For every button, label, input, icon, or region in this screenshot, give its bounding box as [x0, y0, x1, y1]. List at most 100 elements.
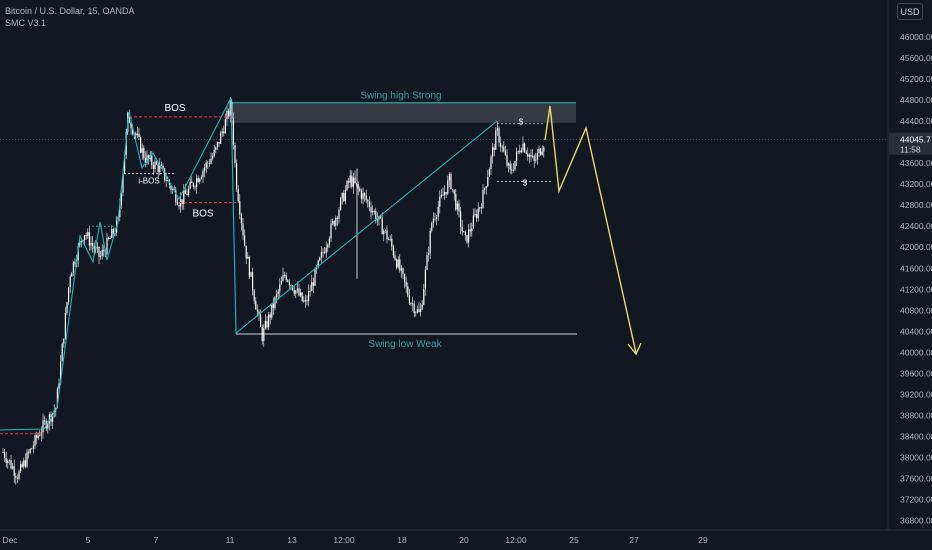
candle-body	[341, 192, 343, 199]
price-axis[interactable]: 36800.00 37200.00 37600.00 38000.00 38400.00…	[900, 32, 932, 525]
candle-body	[322, 252, 324, 253]
candle-body	[130, 123, 132, 129]
candle-body	[527, 153, 529, 157]
candle-body	[52, 413, 54, 422]
current-price-value: 44045.7	[900, 135, 931, 145]
candle-body	[21, 463, 23, 467]
candle-body	[183, 190, 185, 204]
candle-body	[514, 160, 516, 170]
time-tick-label: 27	[629, 535, 639, 545]
candle-body	[335, 217, 337, 226]
candle-body	[92, 242, 94, 247]
candle-body	[445, 192, 447, 194]
indicator-name[interactable]: SMC V3.1	[5, 18, 47, 28]
currency-button[interactable]: USD	[897, 3, 923, 20]
candle-body	[90, 242, 92, 246]
candle-body	[181, 199, 183, 204]
candle-body	[144, 157, 146, 163]
price-tick-label: 42400.00	[900, 221, 932, 231]
candle-body	[157, 164, 159, 173]
candle-body	[277, 291, 279, 294]
candle-body	[29, 448, 31, 453]
price-tick-label: 43600.00	[900, 158, 932, 168]
candle-body	[533, 156, 535, 161]
candle-body	[4, 452, 6, 459]
candle-body	[221, 131, 223, 134]
price-tick-label: 41200.00	[900, 284, 932, 294]
price-tick-label: 42800.00	[900, 200, 932, 210]
candle-body	[156, 161, 158, 165]
candle-body	[188, 188, 190, 196]
time-tick-label: 12:00	[333, 535, 355, 545]
candle-body	[420, 309, 422, 313]
candle-body	[428, 253, 430, 256]
candle-body	[304, 299, 306, 302]
candle-body	[28, 452, 30, 454]
candle-body	[189, 181, 191, 189]
candle-body	[244, 235, 246, 246]
candle-body	[98, 246, 100, 257]
candle-body	[407, 286, 409, 296]
candle-body	[199, 178, 201, 182]
candle-body	[96, 246, 98, 248]
candle-body	[15, 475, 17, 478]
candle-body	[346, 181, 348, 190]
candle-body	[220, 133, 222, 144]
candle-body	[293, 289, 295, 294]
candle-body	[120, 192, 122, 206]
candle-body	[5, 458, 7, 463]
candle-body	[530, 154, 532, 157]
price-tick-label: 39200.00	[900, 389, 932, 399]
candle-body	[31, 448, 33, 450]
symbol-title[interactable]: Bitcoin / U.S. Dollar, 15, OANDA	[5, 6, 135, 16]
candle-body	[392, 246, 394, 256]
candle-body	[250, 271, 252, 277]
candle-body	[252, 271, 254, 291]
candle-body	[124, 154, 126, 174]
candle-body	[450, 173, 452, 189]
candle-body	[500, 142, 502, 147]
time-axis[interactable]: Dec 5 7 11 13 12:00 18 20 12:00 25 27 29	[2, 535, 708, 545]
candle-body	[471, 228, 473, 232]
candle-body	[485, 186, 487, 189]
annotations: Swing high Strong Swing low Weak BOS BOS i-B…	[0, 91, 551, 435]
candle-body	[389, 238, 391, 240]
candle-body	[344, 189, 346, 202]
candle-body	[253, 290, 255, 301]
candle-body	[364, 193, 366, 196]
candle-body	[522, 143, 524, 151]
candle-body	[396, 259, 398, 268]
candle-body	[210, 158, 212, 164]
candle-body	[242, 223, 244, 236]
candle-body	[146, 155, 148, 163]
liquidity-low-label: $	[523, 179, 528, 188]
candle-body	[464, 232, 466, 236]
candle-body	[543, 147, 545, 152]
candle-body	[528, 154, 530, 157]
candle-body	[269, 314, 271, 318]
price-tick-label: 40400.00	[900, 326, 932, 336]
price-tick-label: 44800.00	[900, 95, 932, 105]
candle-body	[541, 151, 543, 155]
current-price-tag-bg	[889, 132, 932, 155]
time-tick-label: 18	[397, 535, 407, 545]
candle-body	[436, 216, 438, 219]
candle-body	[352, 177, 354, 187]
price-tick-label: 37200.00	[900, 494, 932, 504]
candle-body	[480, 207, 482, 209]
candle-body	[213, 149, 215, 157]
structure-lines	[0, 97, 498, 431]
time-tick-label: 20	[459, 535, 469, 545]
candle-body	[538, 148, 540, 154]
candle-body	[375, 211, 377, 221]
time-tick-label: Dec	[2, 535, 18, 545]
candle-body	[408, 295, 410, 304]
candle-body	[373, 211, 375, 213]
candle-body	[380, 215, 382, 219]
candle-body	[229, 102, 231, 117]
candle-body	[338, 209, 340, 219]
projection-arrow-icon	[627, 342, 642, 356]
candle-body	[119, 205, 121, 217]
candle-body	[268, 314, 270, 328]
